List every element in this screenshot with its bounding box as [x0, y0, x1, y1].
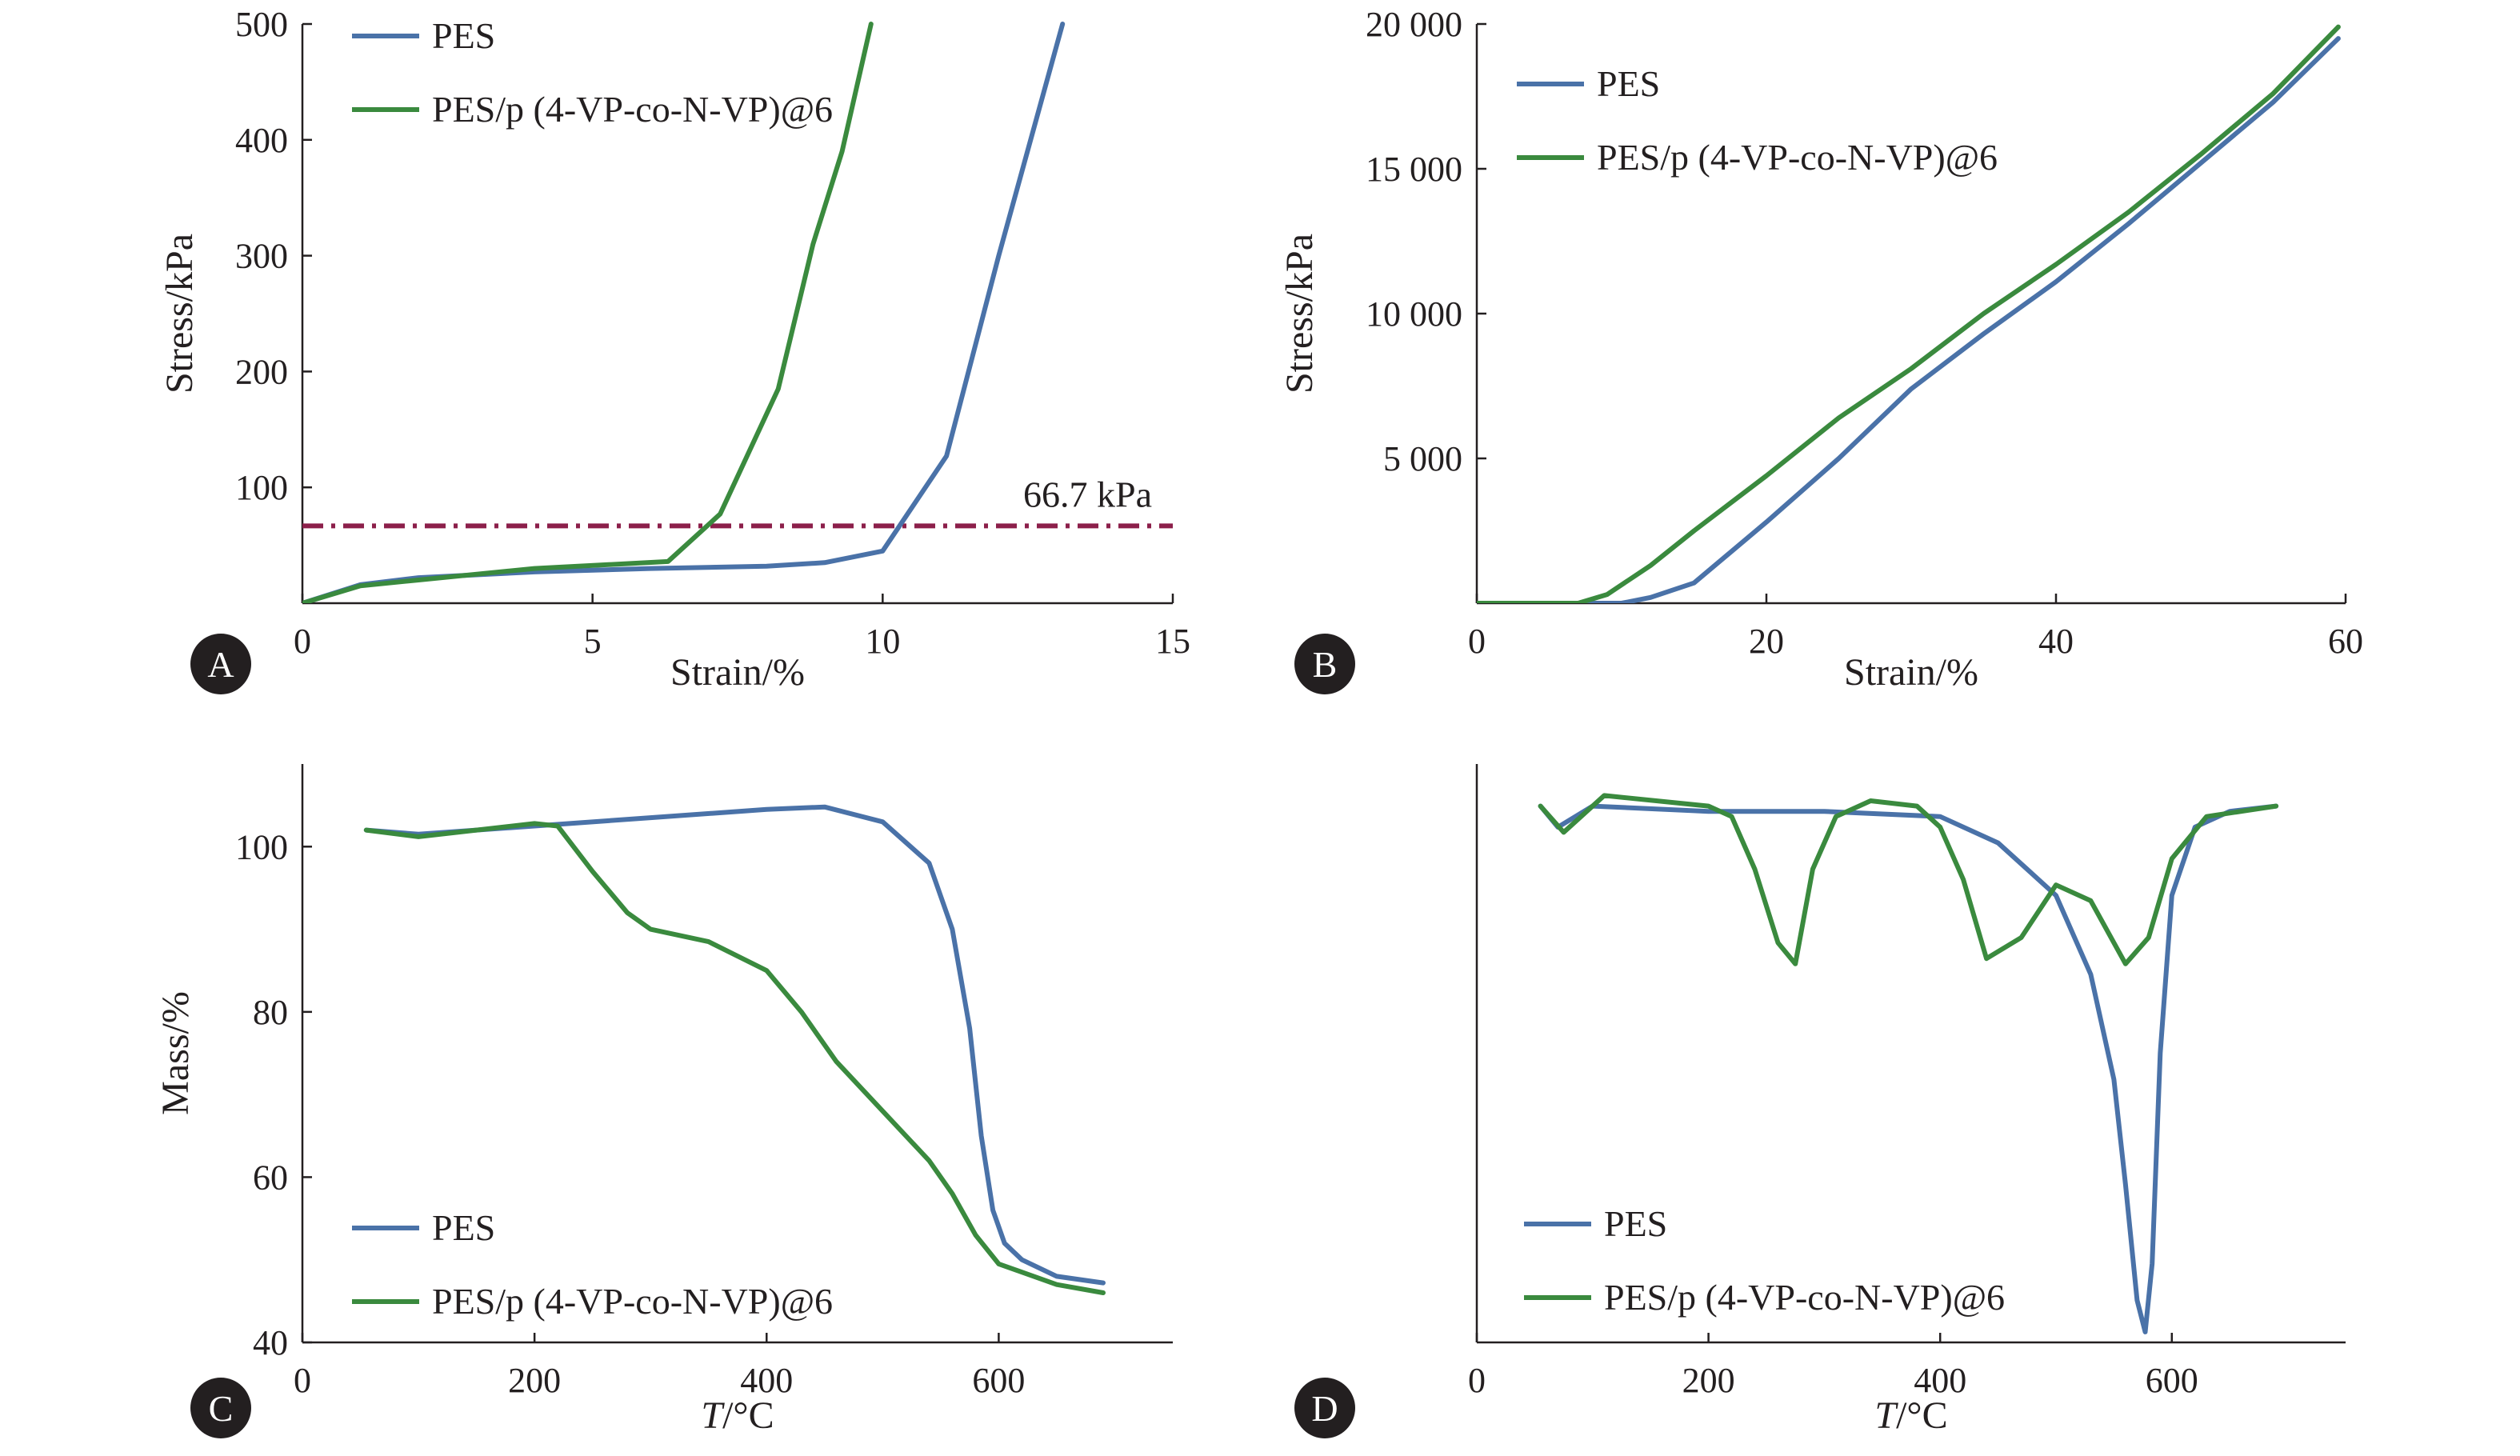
x-tick-label: 200 — [1682, 1361, 1735, 1400]
x-tick-label: 0 — [294, 622, 311, 661]
x-tick-label: 40 — [2038, 622, 2074, 661]
legend-label-composite: PES/p (4-VP-co-N-VP)@6 — [1597, 137, 1998, 178]
legend-label-pes: PES — [1597, 63, 1660, 104]
x-axis-label-unit: /°C — [722, 1394, 774, 1437]
threshold-label: 66.7 kPa — [1023, 474, 1152, 514]
x-tick-label: 5 — [584, 622, 602, 661]
panel-badge — [190, 1378, 251, 1438]
y-tick-label: 300 — [235, 237, 288, 276]
y-tick-label: 40 — [253, 1323, 288, 1362]
series-line-composite — [1477, 24, 2341, 603]
y-axis-label: Stress/kPa — [1278, 234, 1321, 394]
x-tick-label: 10 — [865, 622, 900, 661]
panel-badge — [1294, 634, 1355, 694]
x-tick-label: 400 — [1914, 1361, 1966, 1400]
y-tick-label: 15 000 — [1366, 150, 1462, 189]
panel-badge — [190, 634, 251, 694]
series-line-pes — [363, 804, 1106, 1286]
series-line-pes — [1477, 36, 2341, 603]
x-axis-label: Strain/% — [1844, 651, 1978, 694]
series-line-composite — [363, 821, 1106, 1295]
y-axis-label: Mass/% — [154, 991, 197, 1115]
x-axis-label: T/°C — [701, 1394, 774, 1437]
x-axis-label-unit: /°C — [1896, 1394, 1948, 1437]
x-axis-label: Strain/% — [670, 651, 805, 694]
panel-d: 0 200 400 600 T/°C PES PES/p (4-VP-co-N-VP)@6 D — [1294, 764, 2346, 1438]
panel-c: 0 200 400 600 40 60 80 100 T/°C Mass/% PES PES/p (4… — [154, 764, 1173, 1438]
x-tick-label: 0 — [1468, 1361, 1486, 1400]
x-tick-label: 60 — [2328, 622, 2363, 661]
x-tick-label: 400 — [740, 1361, 793, 1400]
y-tick-label: 100 — [235, 827, 288, 866]
x-tick-label: 0 — [1468, 622, 1486, 661]
x-tick-label: 200 — [508, 1361, 561, 1400]
y-tick-label: 200 — [235, 352, 288, 391]
y-tick-label: 500 — [235, 5, 288, 44]
series-line-composite — [302, 22, 874, 603]
legend-label-composite: PES/p (4-VP-co-N-VP)@6 — [432, 89, 833, 130]
x-tick-label: 20 — [1749, 622, 1784, 661]
series-line-composite — [1538, 793, 2279, 966]
panel-b: 0 20 40 60 5 000 10 000 15 000 20 000 Strain/% St… — [1278, 5, 2363, 694]
y-tick-label: 5 000 — [1383, 439, 1462, 478]
x-axis-label-symbol: T — [1874, 1394, 1898, 1437]
y-tick-label: 60 — [253, 1158, 288, 1197]
panel-badge-letter: D — [1311, 1388, 1338, 1429]
legend-label-pes: PES — [432, 1207, 495, 1248]
legend-label-pes: PES — [1604, 1203, 1667, 1244]
legend-label-composite: PES/p (4-VP-co-N-VP)@6 — [432, 1281, 833, 1322]
legend-label-pes: PES — [432, 15, 495, 56]
x-tick-label: 0 — [294, 1361, 311, 1400]
legend-label-composite: PES/p (4-VP-co-N-VP)@6 — [1604, 1277, 2005, 1318]
x-tick-label: 600 — [972, 1361, 1025, 1400]
panel-badge-letter: A — [207, 644, 234, 685]
panel-a: 0 5 10 15 100 200 300 400 500 Strain/% Stress/kPa 6… — [158, 5, 1190, 694]
x-axis-label-symbol: T — [701, 1394, 725, 1437]
y-tick-label: 10 000 — [1366, 294, 1462, 334]
y-tick-label: 100 — [235, 468, 288, 507]
series-line-pes — [1538, 803, 2279, 1334]
x-axis-label: T/°C — [1874, 1394, 1947, 1437]
panel-badge-letter: B — [1313, 644, 1338, 685]
x-tick-label: 600 — [2146, 1361, 2198, 1400]
x-tick-label: 15 — [1155, 622, 1190, 661]
y-tick-label: 400 — [235, 121, 288, 160]
y-tick-label: 20 000 — [1366, 5, 1462, 44]
y-axis-label: Stress/kPa — [158, 234, 201, 394]
panel-badge-letter: C — [209, 1388, 234, 1429]
panel-badge — [1294, 1378, 1355, 1438]
y-tick-label: 80 — [253, 993, 288, 1032]
